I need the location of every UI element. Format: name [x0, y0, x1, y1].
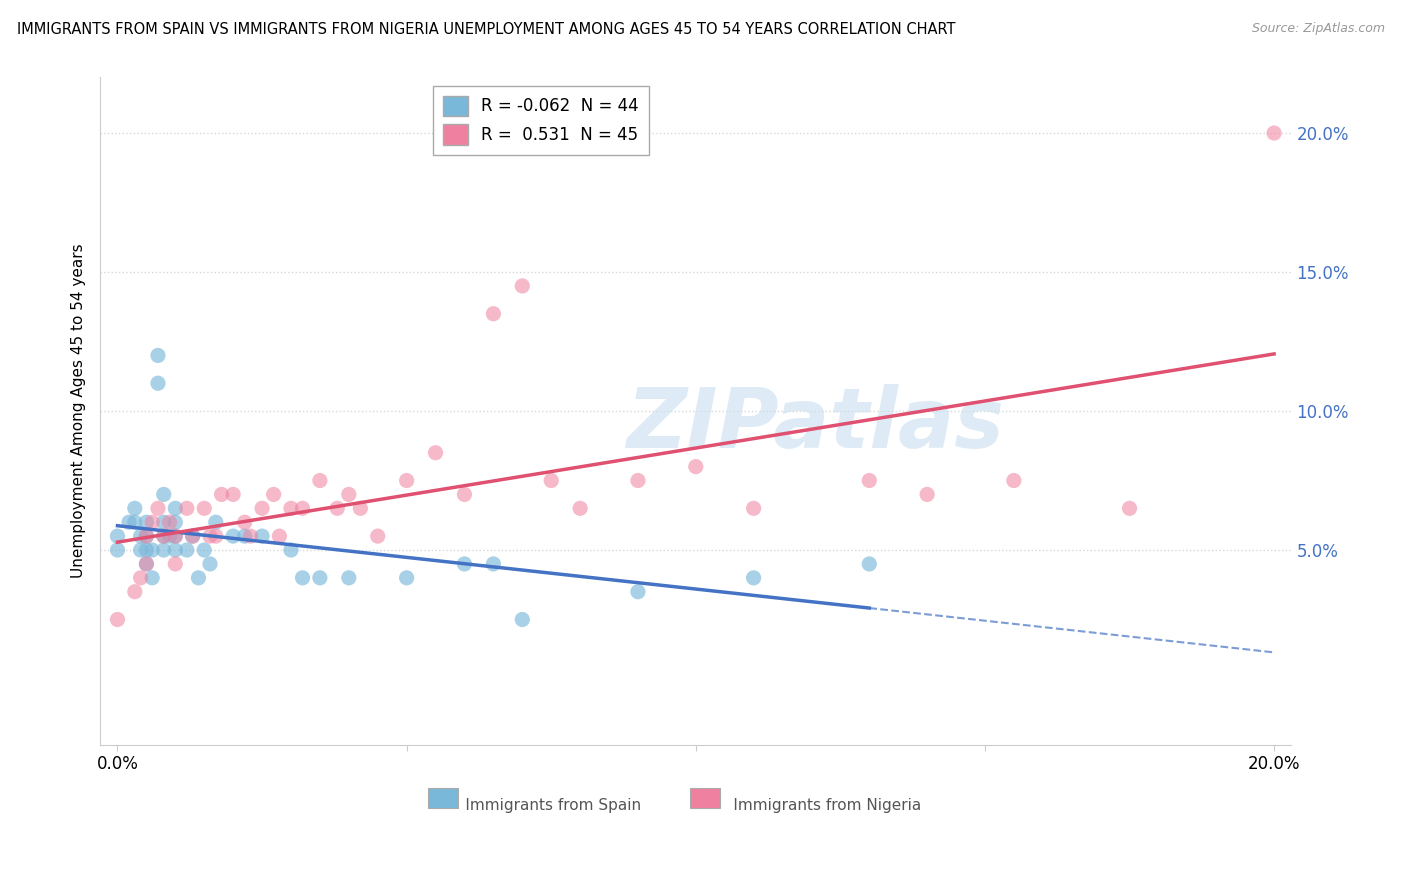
- Point: [510, 613, 533, 627]
- Bar: [690, 788, 720, 808]
- Point: [193, 543, 215, 558]
- Point: [233, 515, 256, 529]
- Point: [742, 571, 765, 585]
- Point: [124, 501, 146, 516]
- Point: [176, 501, 198, 516]
- Y-axis label: Unemployment Among Ages 45 to 54 years: Unemployment Among Ages 45 to 54 years: [72, 244, 86, 578]
- Point: [198, 529, 221, 543]
- Point: [395, 571, 418, 585]
- Point: [280, 543, 302, 558]
- Point: [152, 515, 174, 529]
- Point: [159, 515, 181, 529]
- Point: [482, 307, 505, 321]
- Point: [367, 529, 389, 543]
- Point: [146, 501, 169, 516]
- Point: [453, 557, 475, 571]
- Point: [309, 571, 332, 585]
- Point: [129, 543, 152, 558]
- Point: [181, 529, 204, 543]
- Point: [858, 474, 880, 488]
- Point: [349, 501, 371, 516]
- Point: [395, 474, 418, 488]
- Point: [152, 529, 174, 543]
- Point: [135, 529, 157, 543]
- Point: [129, 571, 152, 585]
- Point: [107, 529, 129, 543]
- Point: [269, 529, 291, 543]
- Point: [211, 487, 233, 501]
- Point: [453, 487, 475, 501]
- Point: [146, 376, 169, 391]
- Point: [280, 501, 302, 516]
- Point: [482, 557, 505, 571]
- Point: [915, 487, 938, 501]
- Text: ZIPatlas: ZIPatlas: [626, 384, 1004, 465]
- Point: [181, 529, 204, 543]
- Point: [124, 515, 146, 529]
- Point: [165, 529, 187, 543]
- Point: [198, 557, 221, 571]
- Point: [239, 529, 262, 543]
- Point: [165, 529, 187, 543]
- Point: [569, 501, 592, 516]
- Point: [222, 529, 245, 543]
- Point: [204, 515, 226, 529]
- Point: [159, 529, 181, 543]
- Point: [222, 487, 245, 501]
- Point: [152, 487, 174, 501]
- Point: [627, 474, 650, 488]
- Legend: R = -0.062  N = 44, R =  0.531  N = 45: R = -0.062 N = 44, R = 0.531 N = 45: [433, 86, 650, 155]
- Point: [193, 501, 215, 516]
- Point: [291, 501, 314, 516]
- Point: [146, 348, 169, 362]
- Point: [425, 446, 447, 460]
- Point: [291, 571, 314, 585]
- Point: [165, 557, 187, 571]
- Point: [165, 515, 187, 529]
- Point: [129, 529, 152, 543]
- Point: [233, 529, 256, 543]
- Point: [204, 529, 226, 543]
- Point: [250, 529, 273, 543]
- Bar: [427, 788, 457, 808]
- Point: [187, 571, 209, 585]
- Point: [118, 515, 141, 529]
- Point: [135, 529, 157, 543]
- Point: [540, 474, 562, 488]
- Text: Immigrants from Spain: Immigrants from Spain: [441, 798, 641, 813]
- Point: [1263, 126, 1285, 140]
- Point: [858, 557, 880, 571]
- Text: IMMIGRANTS FROM SPAIN VS IMMIGRANTS FROM NIGERIA UNEMPLOYMENT AMONG AGES 45 TO 5: IMMIGRANTS FROM SPAIN VS IMMIGRANTS FROM…: [17, 22, 955, 37]
- Point: [510, 279, 533, 293]
- Point: [107, 613, 129, 627]
- Point: [141, 571, 163, 585]
- Point: [107, 543, 129, 558]
- Point: [152, 529, 174, 543]
- Point: [135, 557, 157, 571]
- Point: [337, 487, 360, 501]
- Point: [176, 543, 198, 558]
- Point: [1118, 501, 1140, 516]
- Point: [135, 515, 157, 529]
- Point: [742, 501, 765, 516]
- Point: [685, 459, 707, 474]
- Point: [263, 487, 285, 501]
- Point: [326, 501, 349, 516]
- Point: [141, 543, 163, 558]
- Point: [250, 501, 273, 516]
- Point: [1002, 474, 1025, 488]
- Point: [135, 543, 157, 558]
- Point: [309, 474, 332, 488]
- Point: [337, 571, 360, 585]
- Point: [124, 584, 146, 599]
- Point: [627, 584, 650, 599]
- Point: [165, 501, 187, 516]
- Point: [141, 515, 163, 529]
- Point: [165, 543, 187, 558]
- Text: Immigrants from Nigeria: Immigrants from Nigeria: [709, 798, 921, 813]
- Point: [135, 557, 157, 571]
- Point: [152, 543, 174, 558]
- Text: Source: ZipAtlas.com: Source: ZipAtlas.com: [1251, 22, 1385, 36]
